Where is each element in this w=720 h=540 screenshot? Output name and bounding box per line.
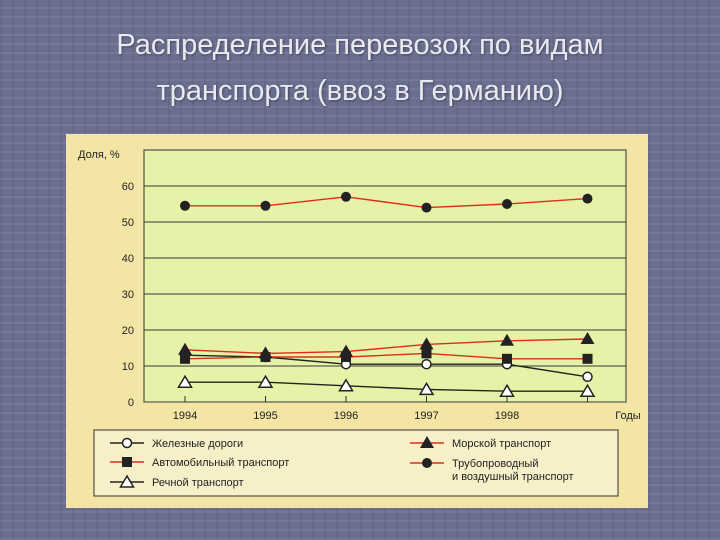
legend-entry-label: Трубопроводный и воздушный транспорт [452, 458, 573, 483]
series-line-4 [185, 196, 588, 209]
data-point-s3 [258, 346, 273, 359]
legend-marker [122, 457, 132, 467]
legend-marker [121, 437, 133, 449]
series-line-1 [184, 352, 588, 360]
legend-entry-label: Железные дороги [152, 438, 243, 450]
x-tick-label: 1998 [495, 410, 519, 422]
x-tick-label: 1995 [253, 410, 277, 422]
data-point-s4 [502, 199, 512, 209]
data-point-s4 [180, 200, 190, 211]
data-point-s2 [177, 374, 193, 388]
data-point-s1 [341, 352, 351, 362]
data-point-s4 [341, 191, 351, 202]
data-point-s4 [582, 193, 593, 204]
series-line-2 [185, 381, 588, 392]
data-point-s4 [260, 200, 271, 211]
y-tick-label: 30 [122, 289, 134, 301]
y-tick-label: 20 [122, 325, 134, 337]
y-tick-label: 40 [122, 253, 134, 265]
data-point-s3 [339, 344, 353, 357]
x-axis-label: Годы [615, 410, 641, 422]
title-line-1: Распределение перевозок по видам [116, 29, 604, 61]
y-tick-label: 0 [128, 397, 134, 409]
data-point-s0 [582, 371, 593, 383]
x-tick-label: 1997 [414, 410, 438, 422]
data-point-s3 [419, 337, 434, 350]
series-line-3 [184, 338, 588, 355]
data-point-s1 [502, 353, 512, 364]
x-tick-label: 1996 [334, 410, 358, 422]
data-point-s2 [579, 383, 596, 397]
legend-marker [119, 474, 135, 488]
data-point-s2 [338, 378, 354, 392]
legend [93, 429, 619, 497]
chart-panel: 0 10 20 30 40 50 60 Доля, % 1994 1995 1996 1997 1998… [66, 134, 648, 508]
data-point-s4 [421, 202, 432, 213]
data-point-s2 [499, 383, 515, 397]
line-chart: 0 10 20 30 40 50 60 Доля, % 1994 1995 1996 1997 1998… [78, 149, 641, 497]
data-point-s3 [178, 342, 192, 355]
data-point-s1 [421, 348, 432, 359]
data-point-s1 [180, 353, 190, 364]
x-tick-label: 1994 [173, 410, 197, 422]
legend-entry-label: Морской транспорт [452, 438, 551, 450]
title-line-2: транспорта (ввоз в Германию) [156, 75, 564, 107]
legend-marker [420, 436, 434, 448]
legend-marker [422, 458, 432, 468]
slide-title: Распределение перевозок по видам транспо… [0, 22, 720, 114]
data-point-s2 [257, 374, 274, 388]
data-point-s2 [418, 381, 435, 396]
y-tick-label: 50 [122, 217, 134, 229]
data-point-s1 [582, 353, 593, 364]
data-point-s0 [421, 358, 432, 370]
data-point-s3 [500, 333, 514, 346]
plot-area [143, 149, 627, 403]
y-tick-label: 60 [122, 181, 134, 193]
y-axis-label: Доля, % [78, 149, 120, 161]
legend-entry-label: Автомобильный транспорт [152, 457, 289, 469]
legend-entry-label: Речной транспорт [152, 477, 244, 489]
data-point-s3 [580, 332, 595, 344]
y-tick-label: 10 [122, 361, 134, 373]
